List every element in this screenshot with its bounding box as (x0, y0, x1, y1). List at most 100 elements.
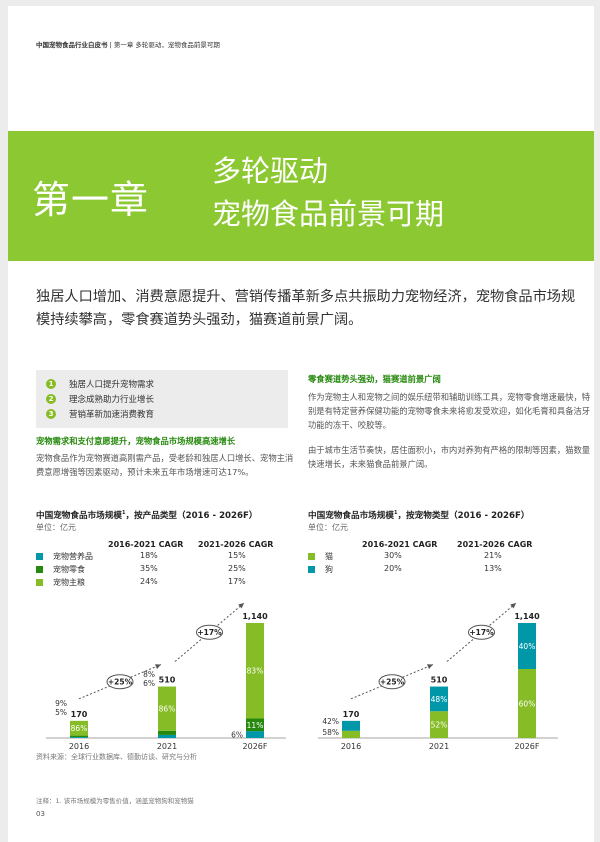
total-label: 170 (71, 710, 88, 719)
data-label: 58% (322, 728, 339, 737)
chart2-legend-row: 狗 (308, 564, 333, 575)
legend-label: 狗 (325, 565, 333, 574)
chart2-cagr-value: 20% (384, 564, 402, 573)
key-point: 2 理念成熟助力行业增长 (46, 391, 288, 406)
chapter-title-line1: 多轮驱动 (212, 154, 329, 188)
footnote: 注释：1. 该市场规模为零售价值，涵盖宠物狗和宠物猫 (36, 797, 194, 805)
legend-swatch (36, 566, 43, 573)
legend-label: 宠物零食 (53, 565, 85, 574)
source-note: 资料来源：全球行业数据库、德勤访谈、研究与分析 (36, 753, 197, 761)
legend-swatch (36, 579, 43, 586)
key-points-box: 1 独居人口提升宠物需求 2 理念成熟助力行业增长 3 营销革新加速消费教育 (36, 370, 288, 428)
growth-label: +25% (108, 678, 133, 687)
chapter-title: 多轮驱动 宠物食品前景可期 (212, 150, 444, 236)
left-section-heading: 宠物需求和支付意愿提升，宠物食品市场规模高速增长 (36, 436, 236, 446)
chapter-number: 第一章 (32, 178, 150, 222)
growth-arrowhead (238, 603, 244, 609)
data-label: 6% (143, 679, 155, 688)
data-label: 8% (143, 670, 155, 679)
chart1-unit: 单位：亿元 (36, 523, 76, 532)
right-section-body-1: 作为宠物主人和宠物之间的娱乐纽带和辅助训练工具，宠物零食增速最快，特别是有特定营… (308, 392, 591, 430)
legend-label: 宠物主粮 (53, 578, 85, 587)
bar-segment (518, 623, 536, 669)
chart1-cagr-value: 35% (140, 564, 158, 573)
total-label: 1,140 (242, 612, 268, 621)
growth-label: +17% (469, 628, 494, 637)
total-label: 510 (431, 676, 448, 685)
chart1-cagr-value: 24% (140, 577, 158, 586)
legend-swatch (36, 553, 43, 560)
chart1-cagr-header-1: 2016-2021 CAGR (108, 540, 184, 549)
total-label: 1,140 (514, 612, 540, 621)
bar-segment (70, 735, 88, 738)
data-label: 40% (519, 642, 536, 651)
data-label: 11% (247, 721, 264, 730)
x-tick-label: 2016 (69, 742, 89, 751)
legend-swatch (308, 566, 315, 573)
chart1-title: 中国宠物食品市场规模1，按产品类型（2016 - 2026F） (36, 510, 258, 521)
growth-arrowhead (155, 664, 161, 670)
header-separator: | (107, 41, 114, 49)
bar-segment (246, 623, 264, 719)
data-label: 5% (55, 708, 67, 717)
data-label: 42% (322, 717, 339, 726)
x-tick-label: 2026F (515, 742, 540, 751)
bar-segment (158, 686, 176, 731)
data-label: 6% (231, 731, 243, 740)
chart2-cagr-value: 13% (484, 564, 502, 573)
bar-segment (518, 669, 536, 738)
key-point-text: 理念成熟助力行业增长 (69, 394, 155, 405)
book-title: 中国宠物食品行业白皮书 (36, 41, 108, 49)
data-label: 9% (55, 699, 67, 708)
data-label: 60% (519, 700, 536, 709)
x-tick-label: 2021 (157, 742, 177, 751)
bar-segment (430, 711, 448, 738)
growth-label: +25% (380, 678, 405, 687)
chapter-title-line2: 宠物食品前景可期 (212, 197, 445, 231)
growth-label-bubble (468, 624, 495, 640)
chart2-unit: 单位：亿元 (308, 523, 348, 532)
x-tick-label: 2021 (429, 742, 449, 751)
bar-segment (246, 731, 264, 738)
legend-label: 猫 (325, 552, 333, 561)
x-tick-label: 2026F (243, 742, 268, 751)
data-label: 86% (71, 724, 88, 733)
key-point-text: 独居人口提升宠物需求 (69, 379, 155, 390)
growth-label-bubble (106, 674, 134, 690)
growth-label-bubble (378, 674, 406, 690)
chart1-cagr-value: 18% (140, 551, 158, 560)
header-chapter: 第一章 多轮驱动，宠物食品前景可期 (113, 41, 220, 49)
number-badge: 2 (46, 393, 56, 404)
chart2-cagr-header-2: 2021-2026 CAGR (457, 540, 533, 549)
bar-segment (342, 730, 360, 738)
growth-arrowhead (427, 664, 433, 670)
chart1-cagr-value: 15% (228, 551, 246, 560)
bar-segment (70, 720, 88, 736)
left-section-body: 宠物食品作为宠物赛道高刚需产品，受老龄和独居人口增长、宠物主消费意愿增强等因素驱… (36, 453, 294, 477)
data-label: 52% (431, 721, 448, 730)
chapter-banner (8, 131, 594, 261)
right-section-heading: 零食赛道势头强劲，猫赛道前景广阔 (308, 374, 441, 384)
chart1-legend-row: 宠物零食 (36, 564, 85, 575)
chart2-cagr-header-1: 2016-2021 CAGR (362, 540, 438, 549)
chart1-cagr-value: 25% (228, 564, 246, 573)
bar-segment (70, 737, 88, 738)
chart2-cagr-value: 30% (384, 551, 402, 560)
bar-segment (430, 686, 448, 712)
number-badge: 3 (46, 408, 56, 419)
key-point: 1 独居人口提升宠物需求 (46, 376, 288, 391)
right-section-body-2: 由于城市生活节奏快，居住面积小，市内对养狗有严格的限制等因素，猫数量快速增长，未… (308, 445, 591, 469)
total-label: 170 (343, 710, 360, 719)
page-number: 03 (36, 810, 45, 818)
bar-segment (158, 734, 176, 738)
data-label: 83% (247, 667, 264, 676)
chart2-title: 中国宠物食品市场规模1，按宠物类型（2016 - 2026F） (308, 510, 530, 521)
chart1-legend-row: 宠物营养品 (36, 551, 93, 562)
growth-label-bubble (196, 624, 223, 640)
key-point-text: 营销革新加速消费教育 (69, 409, 155, 420)
chart1-cagr-value: 17% (228, 577, 246, 586)
bar-segment (342, 720, 360, 731)
chart1-legend-row: 宠物主粮 (36, 577, 85, 588)
key-point: 3 营销革新加速消费教育 (46, 406, 288, 421)
chart2-plot: +25% +17% 42% 58% 170 2016 52% 48% 510 2021 60% 40%… (318, 602, 558, 751)
